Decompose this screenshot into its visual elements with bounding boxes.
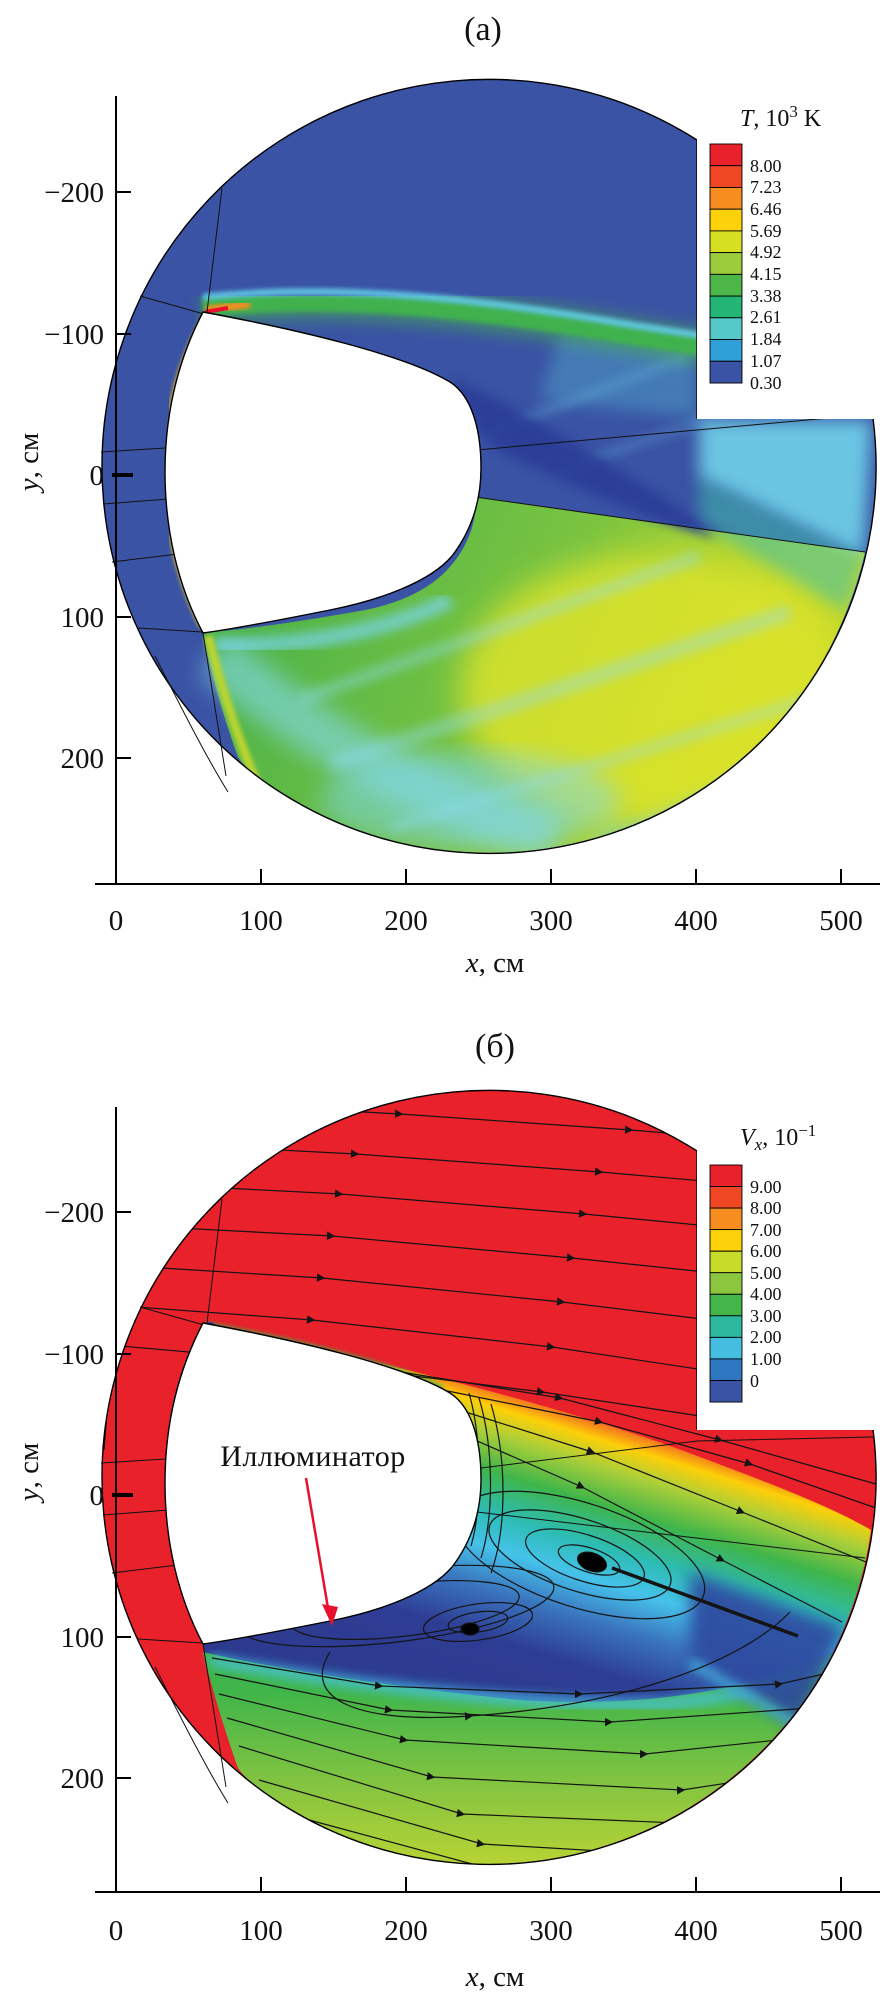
y-axis-label-b: y, см bbox=[13, 1443, 45, 1505]
y-tick-label: 200 bbox=[61, 743, 105, 775]
colorbar-b-bands bbox=[709, 1164, 743, 1403]
colorbar-a-tick: 3.38 bbox=[750, 286, 782, 306]
y-axis-label-a: y, см bbox=[13, 433, 45, 495]
panel-a: T, 103 K 8.00 7.23 6.46 5.69 4.92 bbox=[13, 11, 887, 979]
axis-tick-labels-b: −200 −100 0 100 200 0 100 200 300 400 50… bbox=[44, 1197, 863, 1947]
x-tick-label: 200 bbox=[384, 905, 428, 937]
colorbar-a-tick: 5.69 bbox=[750, 221, 782, 241]
y-tick-label: 0 bbox=[90, 1480, 105, 1512]
vortex-core-2 bbox=[460, 1622, 480, 1636]
y-tick-label: −100 bbox=[44, 1339, 104, 1371]
colorbar-b-tick: 5.00 bbox=[750, 1263, 782, 1283]
panel-a-title: (а) bbox=[464, 11, 502, 48]
body-b bbox=[164, 1322, 482, 1645]
x-tick-label: 100 bbox=[239, 1915, 283, 1947]
colorbar-b-tick: 3.00 bbox=[750, 1306, 782, 1326]
colorbar-a-tick: 8.00 bbox=[750, 156, 782, 176]
colorbar-b-tick: 6.00 bbox=[750, 1241, 782, 1261]
colorbar-b-tick: 4.00 bbox=[750, 1284, 782, 1304]
x-axis-label-a: x, см bbox=[465, 947, 525, 979]
x-tick-label: 0 bbox=[109, 1915, 124, 1947]
wake-core-a bbox=[452, 378, 716, 538]
y-tick-label: 200 bbox=[61, 1763, 105, 1795]
x-tick-label: 200 bbox=[384, 1915, 428, 1947]
panel-b: Vx, 10−1 9.00 8.00 7.00 6.00 5.00 bbox=[13, 1028, 887, 1993]
colorbar-b-tick: 2.00 bbox=[750, 1327, 782, 1347]
colorbar-b-tick: 0 bbox=[750, 1371, 759, 1391]
colorbar-a-tick: 6.46 bbox=[750, 199, 782, 219]
y-tick-label: −200 bbox=[44, 177, 104, 209]
mesh-lines-a bbox=[100, 187, 874, 793]
body-a bbox=[164, 311, 482, 634]
colorbar-b-tick: 9.00 bbox=[750, 1177, 782, 1197]
annotation-arrowhead bbox=[322, 1604, 338, 1626]
x-tick-label: 100 bbox=[239, 905, 283, 937]
x-tick-label: 0 bbox=[109, 905, 124, 937]
vortex-core-1 bbox=[576, 1551, 608, 1573]
y-tick-label: 100 bbox=[61, 1622, 105, 1654]
colorbar-b-tick-labels: 9.00 8.00 7.00 6.00 5.00 4.00 3.00 2.00 … bbox=[750, 1177, 782, 1391]
axes-b bbox=[95, 1107, 880, 1893]
x-tick-label: 400 bbox=[674, 905, 718, 937]
panel-b-title: (б) bbox=[475, 1028, 515, 1065]
colorbar-b-title: Vx, 10−1 bbox=[740, 1121, 816, 1154]
colorbar-a-tick: 1.07 bbox=[750, 351, 782, 371]
colorbar-a-bands bbox=[709, 143, 743, 384]
colorbar-a-title: T, 103 K bbox=[740, 102, 822, 132]
x-tick-label: 400 bbox=[674, 1915, 718, 1947]
axes-a bbox=[95, 96, 880, 885]
y-tick-label: 100 bbox=[61, 602, 105, 634]
colorbar-b-tick: 1.00 bbox=[750, 1349, 782, 1369]
x-tick-label: 500 bbox=[819, 1915, 863, 1947]
colorbar-a-tick: 0.30 bbox=[750, 373, 782, 393]
x-axis-label-b: x, см bbox=[465, 1961, 525, 1993]
y-tick-label: 0 bbox=[90, 460, 105, 492]
colorbar-a-tick: 7.23 bbox=[750, 177, 782, 197]
colorbar-b-tick: 7.00 bbox=[750, 1220, 782, 1240]
x-tick-label: 300 bbox=[529, 1915, 573, 1947]
mesh-lines-b bbox=[100, 1198, 874, 1804]
colorbar-b: Vx, 10−1 9.00 8.00 7.00 6.00 5.00 bbox=[709, 1121, 816, 1403]
colorbar-a-tick: 4.92 bbox=[750, 242, 782, 262]
annotation-label: Иллюминатор bbox=[220, 1440, 405, 1473]
x-tick-label: 500 bbox=[819, 905, 863, 937]
y-tick-label: −100 bbox=[44, 319, 104, 351]
shear-accumulation-line bbox=[611, 1566, 799, 1638]
colorbar-a-tick-labels: 8.00 7.23 6.46 5.69 4.92 4.15 3.38 2.61 … bbox=[750, 156, 782, 393]
annotation-arrow bbox=[304, 1477, 338, 1626]
x-tick-label: 300 bbox=[529, 905, 573, 937]
colorbar-b-tick: 8.00 bbox=[750, 1198, 782, 1218]
colorbar-a-tick: 4.15 bbox=[750, 264, 782, 284]
y-tick-label: −200 bbox=[44, 1197, 104, 1229]
colorbar-a-tick: 1.84 bbox=[750, 329, 782, 349]
colorbar-a-tick: 2.61 bbox=[750, 307, 782, 327]
axis-tick-labels-a: −200 −100 0 100 200 0 100 200 300 400 50… bbox=[44, 177, 863, 937]
colorbar-a: T, 103 K 8.00 7.23 6.46 5.69 4.92 bbox=[709, 102, 822, 393]
